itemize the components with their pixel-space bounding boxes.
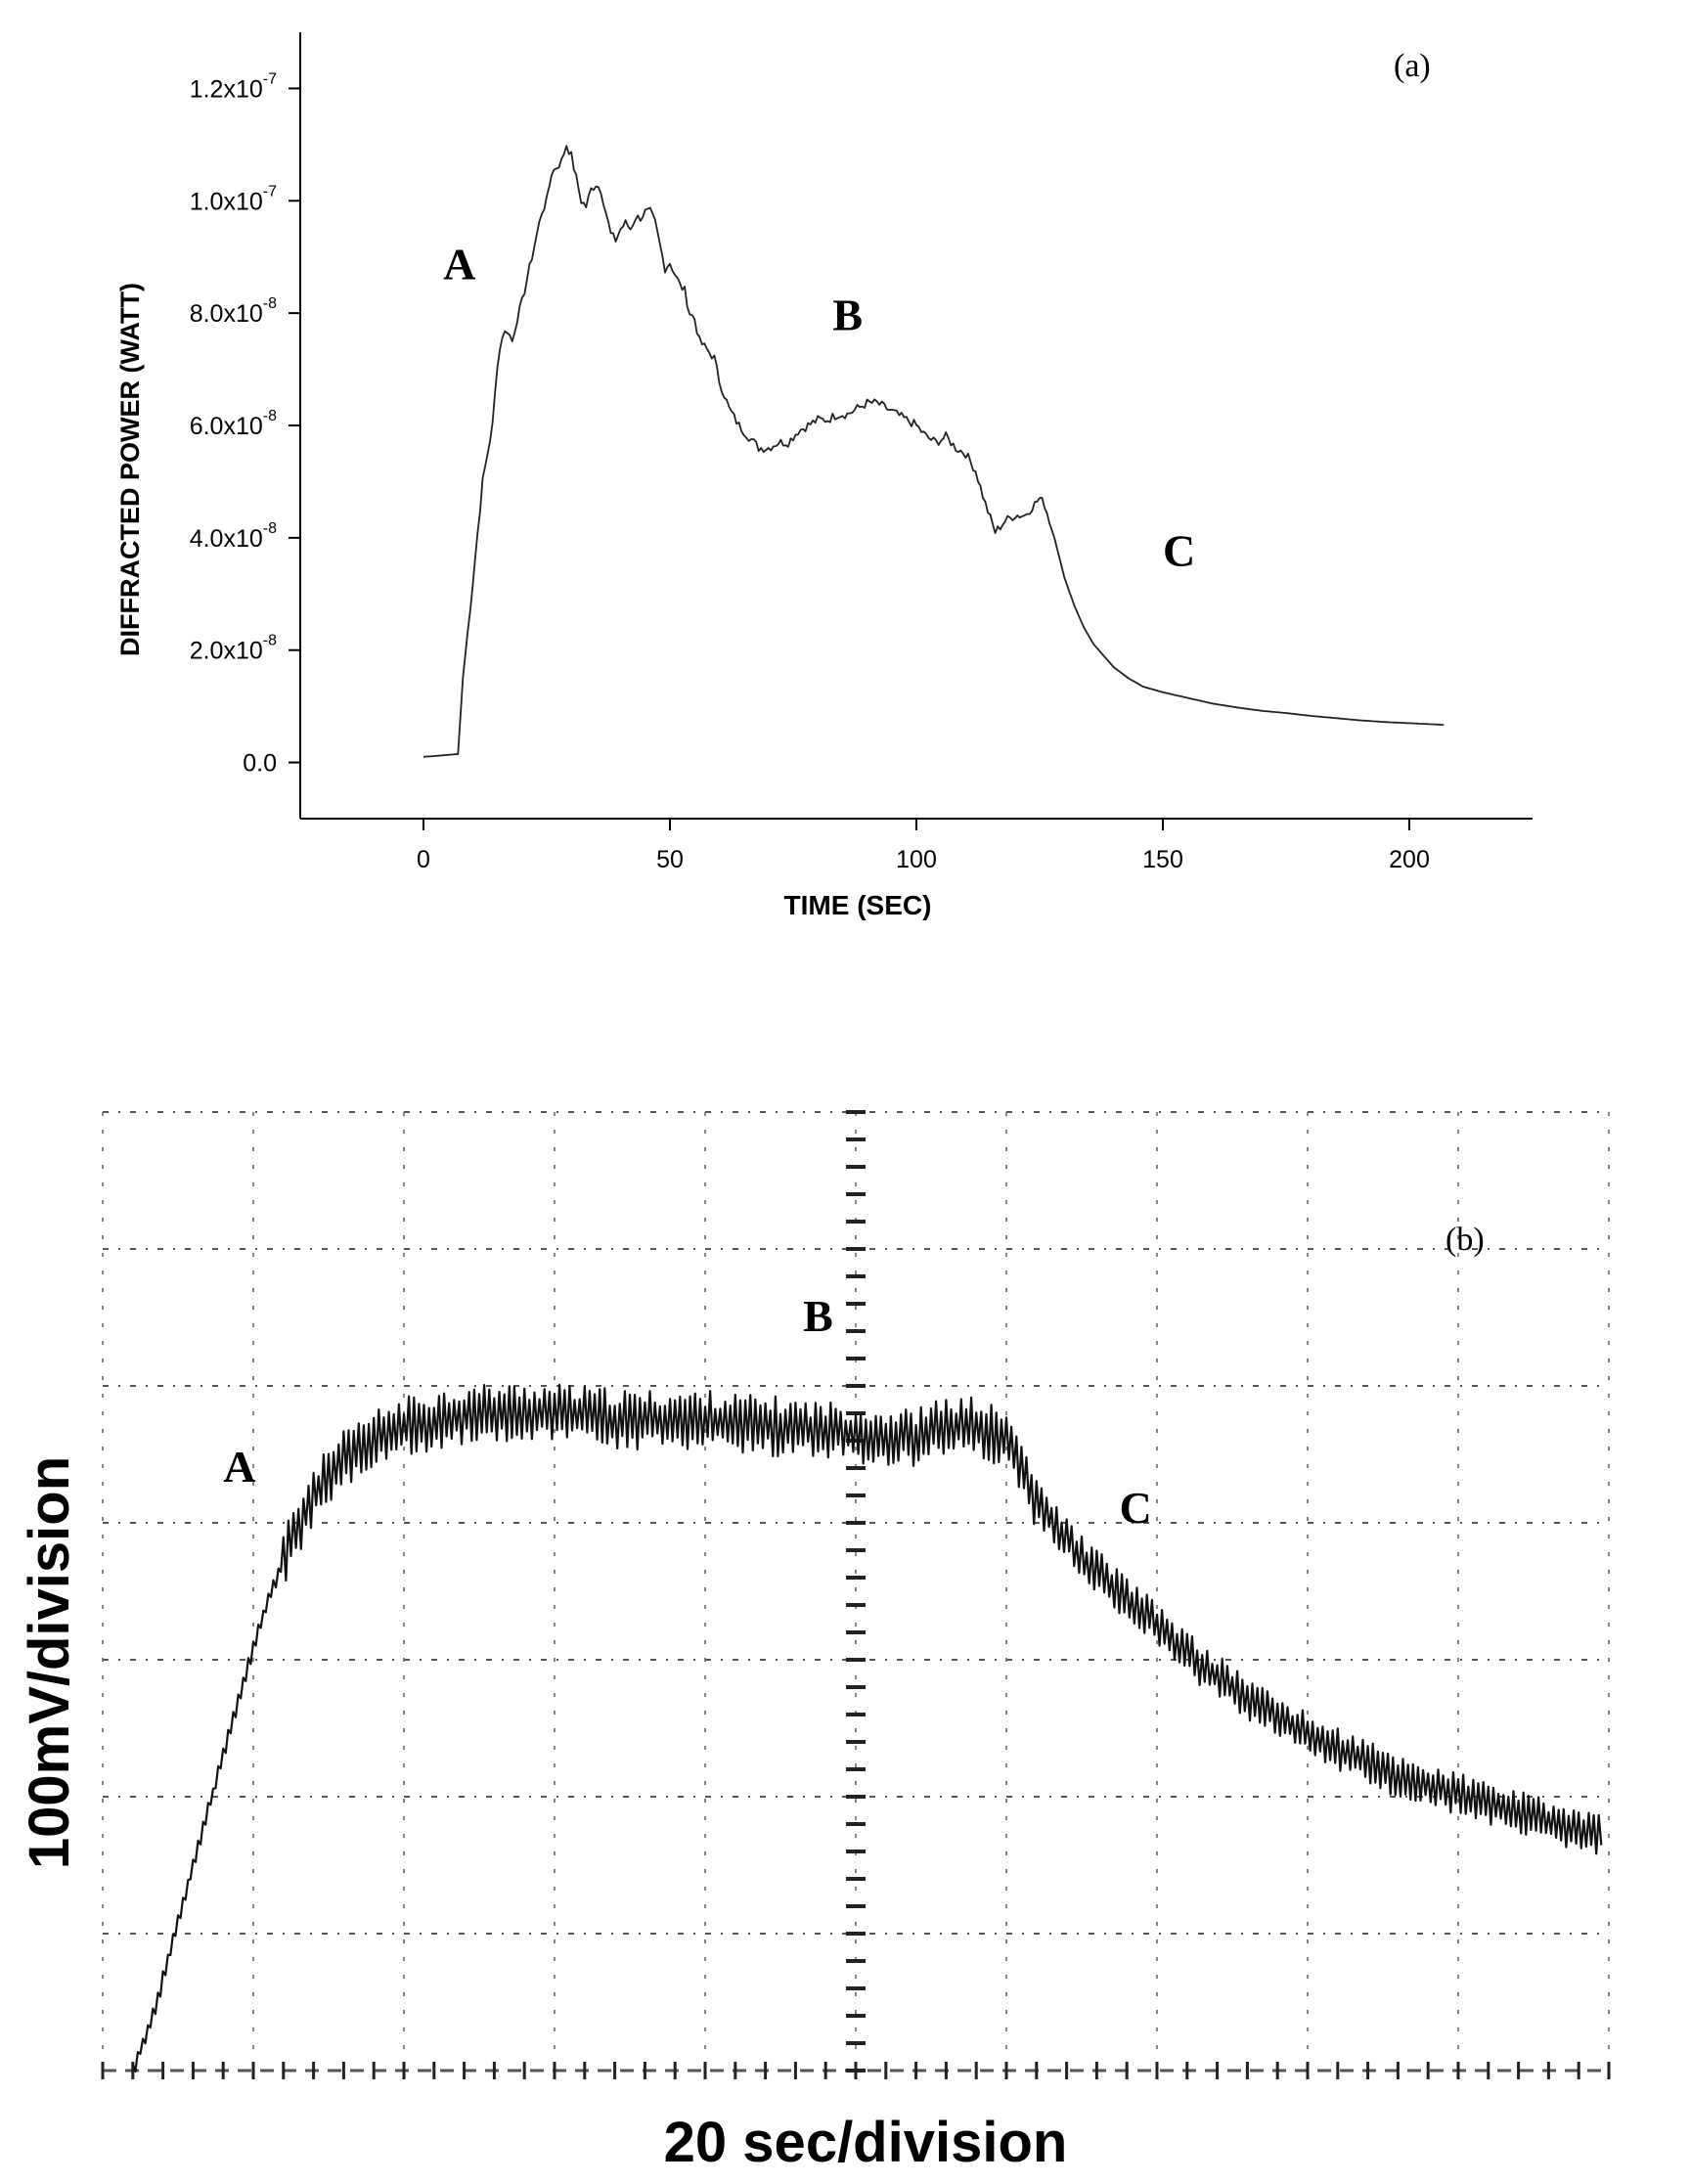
chart-b-region-label: B bbox=[803, 1291, 833, 1341]
chart-a-region-label: A bbox=[443, 240, 475, 290]
chart-b-annotations: A B C bbox=[223, 1291, 1152, 1533]
x-tick-label: 200 bbox=[1389, 846, 1430, 873]
chart-b-y-axis-title: 100mV/division bbox=[18, 1456, 81, 1869]
y-tick-label: 1.0x10-7 bbox=[190, 183, 277, 215]
chart-a: 0.0 2.0x10-8 4.0x10-8 6.0x10-8 8.0x10-8 1.0x1… bbox=[115, 32, 1533, 920]
chart-a-x-ticks: 0 50 100 150 200 bbox=[417, 819, 1430, 873]
chart-b-grid bbox=[101, 1111, 1611, 2079]
chart-b-region-label: C bbox=[1120, 1483, 1152, 1533]
chart-b-region-label: A bbox=[223, 1442, 255, 1492]
y-tick-label: 4.0x10-8 bbox=[190, 520, 277, 553]
chart-a-y-axis-title: DIFFRACTED POWER (WATT) bbox=[115, 283, 145, 656]
chart-a-panel-tag: (a) bbox=[1394, 48, 1431, 84]
x-tick-label: 50 bbox=[656, 846, 684, 873]
chart-b-panel-tag: (b) bbox=[1445, 1222, 1485, 1258]
chart-b-center-marks bbox=[846, 1110, 866, 2073]
chart-a-y-ticks: 0.0 2.0x10-8 4.0x10-8 6.0x10-8 8.0x10-8 1.0x1… bbox=[190, 70, 300, 778]
chart-a-series-line bbox=[422, 145, 1445, 758]
chart-a-annotations: A B C bbox=[443, 240, 1195, 576]
x-tick-label: 100 bbox=[896, 846, 937, 873]
chart-a-region-label: C bbox=[1163, 526, 1195, 576]
x-tick-label: 0 bbox=[417, 846, 430, 873]
x-tick-label: 150 bbox=[1142, 846, 1183, 873]
chart-b: A B C (b) 20 sec/division 100mV/division bbox=[18, 1110, 1611, 2174]
y-tick-label: 6.0x10-8 bbox=[190, 408, 277, 440]
y-tick-label: 2.0x10-8 bbox=[190, 633, 277, 665]
chart-a-region-label: B bbox=[832, 290, 863, 339]
y-tick-label: 0.0 bbox=[243, 750, 277, 778]
chart-b-series-trace bbox=[131, 1383, 1603, 2073]
y-tick-label: 8.0x10-8 bbox=[190, 295, 277, 328]
chart-b-x-axis-title: 20 sec/division bbox=[664, 2111, 1068, 2174]
y-tick-label: 1.2x10-7 bbox=[190, 70, 277, 103]
chart-a-x-axis-title: TIME (SEC) bbox=[784, 890, 932, 920]
